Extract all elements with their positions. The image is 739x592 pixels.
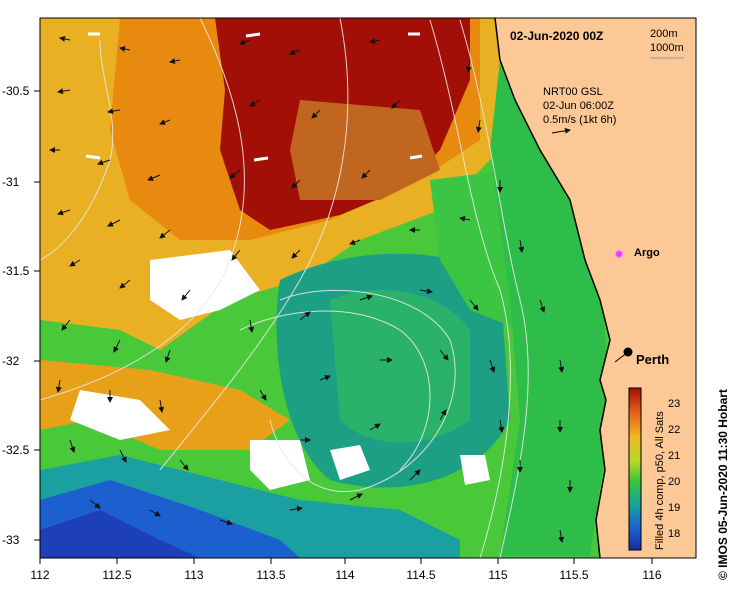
scale-label-1000m: 1000m: [650, 42, 684, 54]
x-tick-label: 114.5: [406, 568, 436, 582]
legend-line-3: 0.5m/s (1kt 6h): [543, 114, 617, 126]
colorbar-label: 23: [668, 398, 681, 410]
colorbar-label: 20: [668, 476, 681, 488]
x-tick-label: 114: [335, 568, 355, 582]
scale-label-200m: 200m: [650, 28, 678, 40]
legend-line-1: NRT00 GSL: [543, 86, 603, 98]
x-tick-label: 115.5: [559, 568, 589, 582]
x-tick-label: 116: [642, 568, 662, 582]
y-tick-label: -30.5: [2, 84, 30, 98]
legend-vector-arrow: [551, 127, 571, 134]
map-title: 02-Jun-2020 00Z: [510, 29, 604, 43]
colorbar-caption: Filled 4h comp, p50, All Sats: [654, 411, 666, 550]
current-vectors: [49, 36, 573, 543]
y-tick-label: -31: [2, 175, 20, 189]
colorbar-label: 22: [668, 424, 681, 436]
legend-line-2: 02-Jun 06:00Z: [543, 100, 614, 112]
x-tick-label: 112: [30, 568, 50, 582]
y-tick-label: -31.5: [2, 264, 30, 278]
credit-line: © IMOS 05-Jun-2020 11:30 Hobart: [716, 389, 730, 580]
copyright-symbol: ©: [716, 571, 730, 580]
x-tick-label: 113.5: [256, 568, 286, 582]
argo-marker-icon: [615, 250, 623, 258]
argo-label: Argo: [634, 247, 660, 259]
x-tick-label: 112.5: [102, 568, 132, 582]
perth-label: Perth: [636, 352, 670, 367]
colorbar: [628, 387, 642, 551]
vector-legend: NRT00 GSL 02-Jun 06:00Z 0.5m/s (1kt 6h): [543, 85, 616, 127]
colorbar-label: 19: [668, 502, 681, 514]
y-tick-label: -32: [2, 354, 20, 368]
colorbar-label: 21: [668, 450, 681, 462]
colorbar-label: 18: [668, 528, 681, 540]
map-frame: [39, 17, 697, 559]
x-tick-label: 113: [184, 568, 204, 582]
x-tick-label: 115: [488, 568, 508, 582]
y-tick-label: -32.5: [2, 443, 30, 457]
tick-marks: [34, 90, 653, 564]
credit-text: IMOS 05-Jun-2020 11:30 Hobart: [716, 389, 730, 568]
y-tick-label: -33: [2, 533, 20, 547]
sst-field: [40, 18, 696, 558]
